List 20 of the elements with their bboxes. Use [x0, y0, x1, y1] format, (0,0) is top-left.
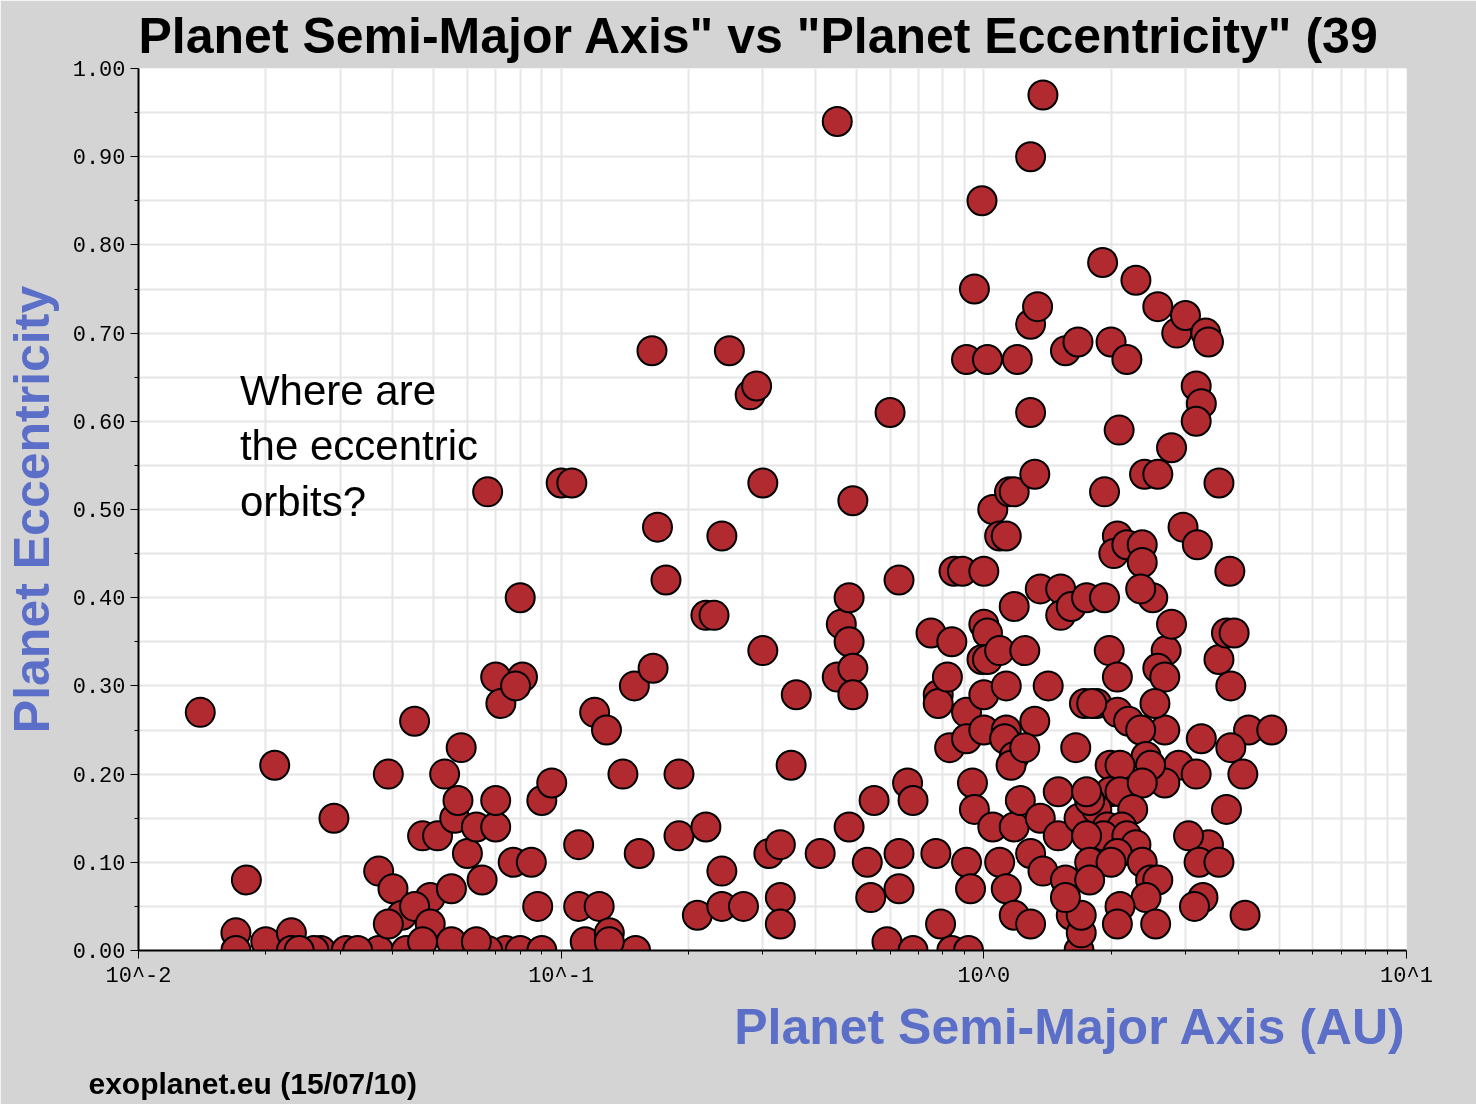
y-tick-label: 0.90: [72, 146, 126, 172]
y-tick-label: 0.20: [72, 763, 126, 789]
y-tick-label: 1.00: [72, 58, 126, 83]
y-tick-label: 0.80: [72, 234, 126, 260]
y-tick-label: 0.00: [72, 940, 126, 965]
text: exoplanet.eu (15/07/10): [88, 1066, 417, 1100]
chart-title: Planet Semi-Major Axis" vs "Planet Eccentricity" (39: [138, 7, 1378, 64]
y-tick-label: 0.30: [72, 675, 126, 701]
y-tick-label: 0.50: [72, 499, 126, 524]
y-axis-title: Planet Eccentricity: [3, 285, 60, 734]
x-tick-label: 10^-1: [528, 963, 595, 989]
x-tick-label: 10^-2: [105, 963, 172, 989]
y-tick-label: 0.40: [72, 587, 126, 613]
y-tick-label: 0.70: [72, 322, 126, 348]
x-axis-title: Planet Semi-Major Axis (AU): [734, 998, 1405, 1055]
x-tick-label: 10^0: [957, 963, 1011, 989]
x-tick-label: 10^1: [1380, 963, 1433, 989]
y-tick-label: 0.60: [72, 410, 126, 436]
annotation: Where are the eccentric orbits?: [239, 366, 479, 526]
y-tick-label: 0.10: [72, 851, 126, 877]
